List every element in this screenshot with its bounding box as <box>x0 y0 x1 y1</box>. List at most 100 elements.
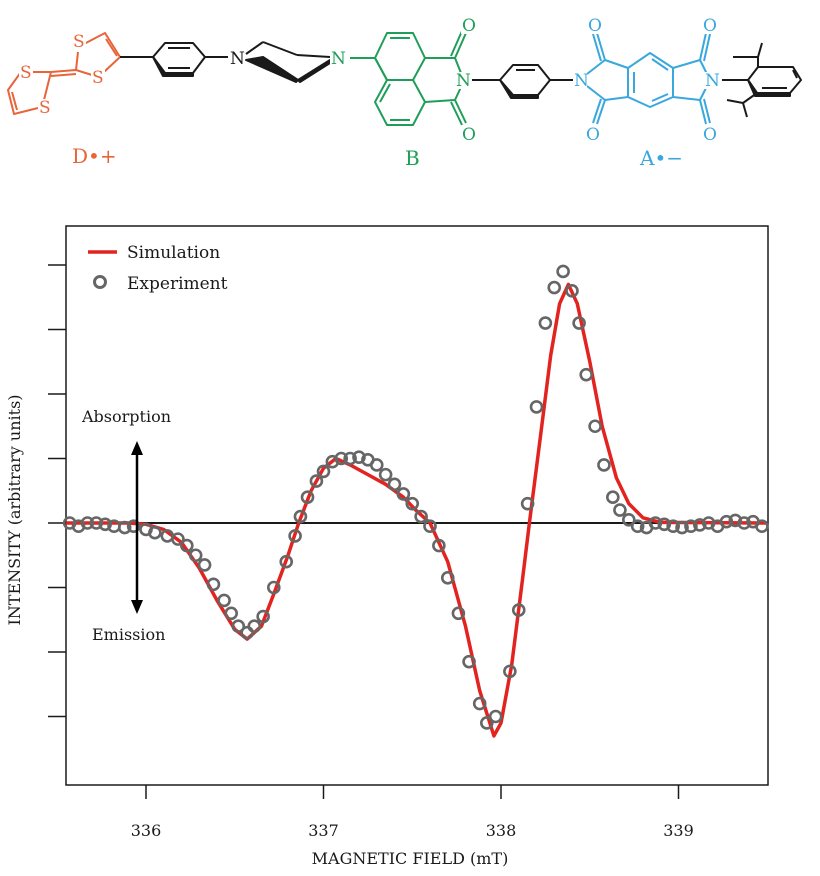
experiment-point <box>737 516 751 530</box>
x-tick-label: 338 <box>486 821 517 840</box>
emission-label: Emission <box>92 625 165 644</box>
experiment-point <box>293 509 308 524</box>
experiment-point <box>556 264 570 279</box>
atom-label-bg <box>91 69 105 86</box>
experiment-point <box>334 451 349 466</box>
experiment-point <box>148 525 162 540</box>
linker-phenyl-2 <box>472 64 573 99</box>
atom-label: O <box>462 16 476 36</box>
experiment-point <box>180 538 194 553</box>
x-tick-label: 336 <box>131 821 162 840</box>
atom-label-bg <box>461 126 475 143</box>
atom-label: N <box>705 71 720 91</box>
experiment-point <box>247 619 262 634</box>
experiment-point <box>343 451 357 466</box>
experiment-point <box>171 532 185 546</box>
experiment-point <box>606 490 620 505</box>
experiment-point <box>684 519 698 534</box>
experiment-point <box>369 458 384 472</box>
experiment-point <box>565 283 579 298</box>
x-tick-label: 339 <box>663 821 694 840</box>
experiment-point <box>231 619 246 634</box>
experiment-point <box>520 496 535 511</box>
experiment-point <box>405 496 420 511</box>
experiment-point <box>414 509 428 524</box>
epr-spectrum-chart: 336 337 338 339 Simulation Experiment Absor… <box>5 225 769 868</box>
experiment-point <box>547 280 562 295</box>
experiment-point <box>309 474 324 488</box>
bridge-label: B <box>405 146 420 170</box>
atom-label: N <box>230 49 245 69</box>
experiment-point <box>217 593 231 608</box>
experiment-point <box>396 487 411 501</box>
experiment-point <box>126 519 141 534</box>
experiment-point <box>197 558 212 572</box>
experiment-point <box>256 609 270 624</box>
experiment-point <box>224 606 238 621</box>
experiment-point <box>266 580 281 595</box>
experiment-point <box>621 512 636 527</box>
atom-label: S <box>73 32 85 52</box>
legend-experiment-marker <box>93 275 107 289</box>
atom-label-bg <box>330 50 344 67</box>
experiment-point <box>648 516 663 530</box>
atom-label-bg <box>704 72 718 89</box>
arrow-down-icon <box>131 600 143 614</box>
atom-label: N <box>331 49 346 69</box>
experiment-point <box>117 520 132 535</box>
atom-label-bg <box>455 72 469 89</box>
atom-label-bg <box>19 64 33 81</box>
atom-label: O <box>462 125 476 145</box>
atom-label-bg <box>585 126 599 143</box>
atom-label: S <box>92 68 104 88</box>
linker-group <box>120 41 331 83</box>
atom-label-bg <box>461 17 475 34</box>
atom-label-bg <box>702 126 716 143</box>
atom-label-bg <box>702 17 716 34</box>
atom-label: O <box>586 125 600 145</box>
y-axis-title: INTENSITY (arbitrary units) <box>5 394 24 625</box>
experiment-point <box>451 606 466 621</box>
experiment-point <box>80 516 95 530</box>
experiment-point <box>188 548 203 563</box>
atom-label: O <box>703 16 717 36</box>
atom-label: N <box>574 71 589 91</box>
donor-ttf-group <box>7 32 121 115</box>
experiment-point <box>488 709 503 724</box>
experiment-points <box>62 264 769 730</box>
donor-label: D•+ <box>72 144 117 168</box>
atom-label-bg <box>587 17 601 34</box>
experiment-point <box>538 316 553 330</box>
experiment-point <box>613 503 627 517</box>
diisopropylphenyl-group <box>722 42 802 118</box>
legend-simulation-label: Simulation <box>127 243 220 263</box>
plot-frame <box>65 225 769 786</box>
legend-experiment-label: Experiment <box>127 274 228 294</box>
experiment-point <box>89 516 104 530</box>
atom-label: S <box>20 63 32 83</box>
atom-label: O <box>588 16 602 36</box>
experiment-point <box>588 419 602 434</box>
atom-label: O <box>703 125 717 145</box>
atom-label-bg <box>38 99 52 116</box>
arrow-up-icon <box>131 441 143 455</box>
experiment-point <box>657 517 672 532</box>
experiment-point <box>387 477 402 492</box>
bridge-naphthalimide-group <box>350 30 467 126</box>
experiment-point <box>511 603 526 617</box>
experiment-point <box>98 517 112 532</box>
atom-label: N <box>456 71 471 91</box>
experiment-point <box>240 625 254 640</box>
experiment-point <box>597 458 611 472</box>
experiment-point <box>666 519 680 534</box>
legend: Simulation Experiment <box>88 243 228 294</box>
atom-label-bg <box>72 33 86 50</box>
experiment-point <box>472 696 487 711</box>
experiment-point <box>630 519 645 534</box>
experiment-point <box>462 654 476 669</box>
experiment-point <box>288 529 302 543</box>
experiment-point <box>755 519 769 534</box>
experiment-point <box>316 464 331 479</box>
experiment-point <box>479 716 494 730</box>
